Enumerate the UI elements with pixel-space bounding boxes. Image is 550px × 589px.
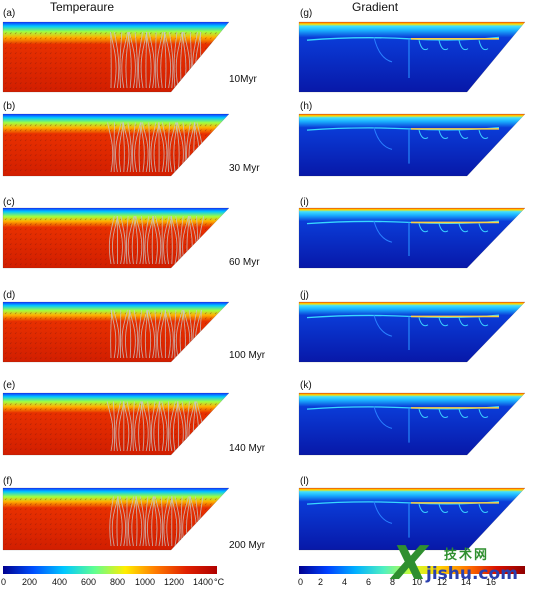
gradient-panel-l [298,487,526,551]
grad-tick: 8 [390,577,396,587]
grad-tick: 4 [342,577,348,587]
panel-label-h: (h) [300,101,313,112]
panel-label-e: (e) [3,380,16,391]
temp-tick: 600 [81,577,97,587]
watermark-x: X [392,536,428,589]
time-label: 140 Myr [229,443,266,454]
watermark-domain: jishu.com [426,564,518,584]
temp-tick: 1000 [135,577,156,587]
gradient-panel-j [298,301,526,363]
grad-tick: 16 [486,577,497,587]
grad-tick: 10 [412,577,423,587]
temperature-panel-a [2,21,230,93]
panel-label-f: (f) [3,476,13,487]
temp-tick: 1200 [164,577,185,587]
panel-label-g: (g) [300,8,313,19]
gradient-heading: Gradient [352,0,399,14]
panel-label-a: (a) [3,8,16,19]
panel-label-j: (j) [300,290,309,301]
gradient-panel-k [298,392,526,456]
temp-tick: 400 [52,577,68,587]
panel-label-l: (l) [300,476,309,487]
time-label: 100 Myr [229,350,266,361]
temp-tick: 1400 [193,577,214,587]
grad-tick: 14 [461,577,472,587]
temp-tick: 800 [110,577,126,587]
temperature-panel-b [2,113,230,177]
gradient-colorbar [299,566,525,574]
grad-tick: 6 [366,577,372,587]
grad-tick: 2 [318,577,324,587]
gradient-panel-h [298,113,526,177]
time-label: 30 Myr [229,163,260,174]
gradient-panel-i [298,207,526,269]
grad-tick: 12 [437,577,448,587]
temp-tick: 200 [22,577,38,587]
time-label: 200 Myr [229,540,266,551]
panel-label-i: (i) [300,197,309,208]
watermark-chinese: 技术网 [444,548,490,563]
temperature-heading: Temperaure [50,0,115,14]
panel-label-c: (c) [3,197,15,208]
watermark-logo: X 技术网 jishu.com [392,536,550,589]
temperature-panel-e [2,392,230,456]
panel-label-k: (k) [300,380,312,391]
time-label: 60 Myr [229,257,260,268]
temperature-colorbar [3,566,217,574]
gradient-panel-g [298,21,526,93]
panel-label-d: (d) [3,290,16,301]
panel-label-b: (b) [3,101,16,112]
temperature-panel-d [2,301,230,363]
temp-tick: 0 [1,577,7,587]
temperature-panel-c [2,207,230,269]
grad-tick: 0 [298,577,304,587]
time-label: 10Myr [229,74,257,85]
temp-unit: °C [214,577,225,587]
temperature-panel-f [2,487,230,551]
